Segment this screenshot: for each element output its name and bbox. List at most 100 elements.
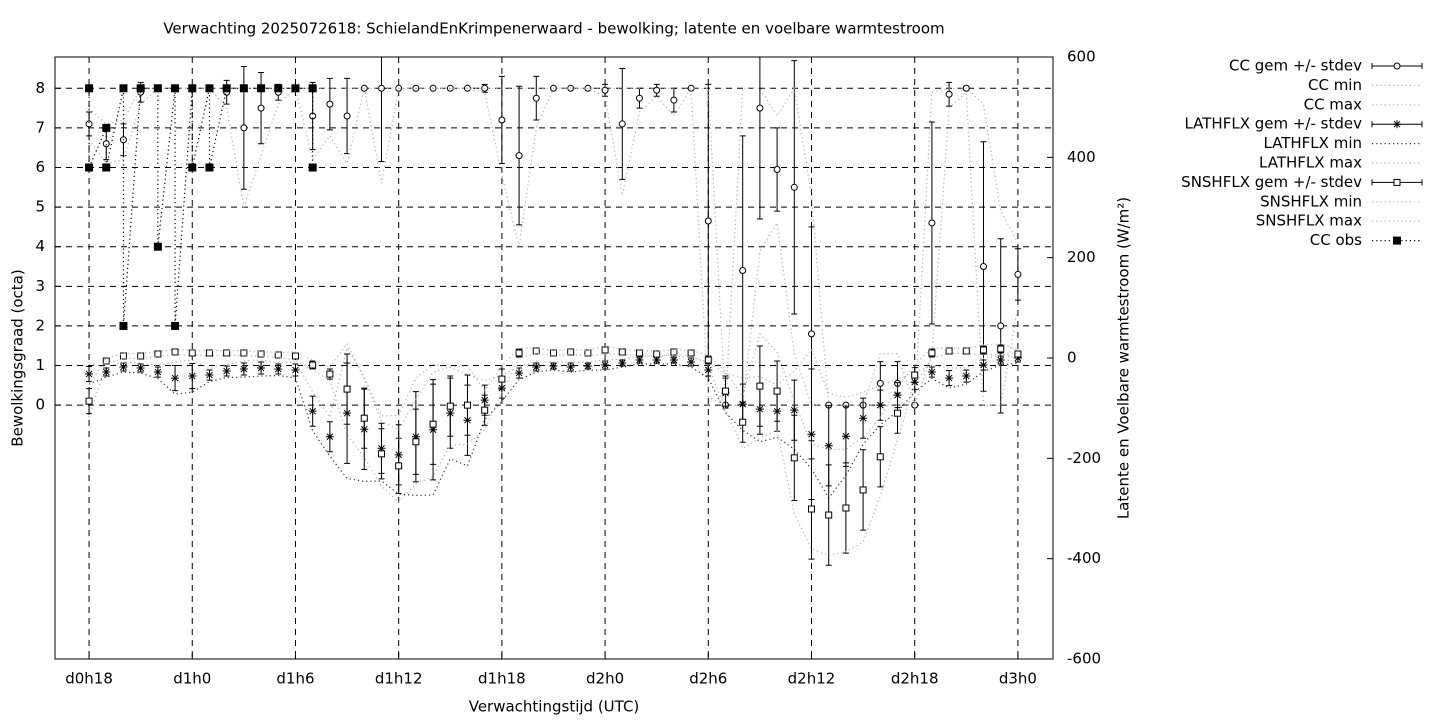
y2-tick-label: 600 [1067, 48, 1096, 66]
circle-marker [85, 120, 93, 128]
filled-square-marker [85, 163, 94, 172]
asterisk-marker [618, 359, 627, 368]
asterisk-marker [945, 374, 954, 383]
square-marker [515, 349, 523, 357]
legend-label: SNSHFLX min [1260, 192, 1362, 210]
square-marker [412, 438, 420, 446]
asterisk-marker [841, 432, 850, 441]
circle-marker [807, 330, 815, 338]
asterisk-marker [153, 368, 162, 377]
asterisk-marker [996, 356, 1005, 365]
legend-marker [1393, 62, 1401, 70]
circle-marker [584, 84, 592, 92]
square-marker [102, 357, 110, 365]
legend-marker [1393, 236, 1401, 245]
y2-tick-label: -200 [1067, 449, 1101, 467]
x-tick-label: d1h0 [173, 670, 211, 688]
filled-square-marker [274, 84, 283, 93]
square-marker [395, 462, 403, 470]
filled-square-marker [291, 84, 300, 93]
square-marker [807, 505, 815, 513]
y-tick-label: 8 [35, 79, 45, 97]
filled-square-marker [119, 84, 128, 93]
filled-square-marker [102, 163, 111, 172]
legend-label: LATHFLX max [1259, 154, 1362, 172]
filled-square-marker [136, 84, 145, 93]
legend-label: LATHFLX gem +/- stdev [1184, 115, 1362, 133]
filled-square-marker [188, 163, 197, 172]
circle-marker [790, 183, 798, 191]
filled-square-marker [153, 84, 162, 93]
circle-marker [928, 219, 936, 227]
square-marker [980, 346, 988, 354]
square-marker [85, 397, 93, 405]
circle-marker [240, 124, 248, 132]
legend-marker [1393, 178, 1401, 186]
square-marker [584, 349, 592, 357]
y-axis-label: Bewolkingsgraad (octa) [9, 269, 27, 446]
y-tick-label: 3 [35, 277, 45, 295]
square-marker [859, 486, 867, 494]
asterisk-marker [549, 362, 558, 371]
circle-marker [257, 104, 265, 112]
filled-square-marker [257, 84, 266, 93]
asterisk-marker [927, 368, 936, 377]
circle-marker [980, 263, 988, 271]
circle-marker [670, 96, 678, 104]
asterisk-marker [119, 363, 128, 372]
circle-marker [756, 104, 764, 112]
asterisk-marker [790, 406, 799, 415]
x-tick-label: d2h12 [788, 670, 836, 688]
square-marker [119, 352, 127, 360]
filled-square-marker [308, 84, 317, 93]
square-marker [360, 414, 368, 422]
asterisk-marker [1013, 354, 1022, 362]
asterisk-marker [687, 358, 696, 367]
filled-square-marker [171, 84, 180, 93]
y-tick-label: 4 [35, 237, 45, 255]
chart-title: Verwachting 2025072618: SchielandEnKrimp… [163, 20, 944, 38]
legend-label: CC min [1308, 76, 1362, 94]
asterisk-marker [962, 372, 971, 381]
asterisk-marker [188, 372, 197, 381]
legend-label: LATHFLX min [1263, 134, 1362, 152]
asterisk-marker [583, 362, 592, 371]
circle-marker [532, 94, 540, 102]
asterisk-marker [601, 361, 610, 370]
legend-label: CC obs [1310, 231, 1362, 249]
square-marker [498, 375, 506, 383]
y2-tick-label: 400 [1067, 148, 1096, 166]
asterisk-marker [824, 441, 833, 450]
square-marker [911, 371, 919, 379]
circle-marker [309, 112, 317, 120]
circle-marker [515, 152, 523, 160]
filled-square-marker [119, 321, 128, 330]
asterisk-marker [566, 363, 575, 372]
square-marker [739, 418, 747, 426]
square-marker [481, 406, 489, 414]
square-marker [721, 387, 729, 395]
asterisk-marker [274, 365, 283, 374]
x-tick-label: d0h18 [65, 670, 113, 688]
y-tick-label: 5 [35, 198, 45, 216]
y-tick-label: 0 [35, 396, 45, 414]
x-tick-label: d1h18 [478, 670, 526, 688]
square-marker [532, 347, 540, 355]
square-marker [463, 401, 471, 409]
filled-square-marker [205, 84, 214, 93]
square-marker [549, 349, 557, 357]
series-line [88, 346, 1018, 419]
x-tick-label: d2h18 [891, 670, 939, 688]
filled-square-marker [171, 321, 180, 330]
asterisk-marker [308, 407, 317, 416]
circle-marker [102, 140, 110, 148]
x-tick-label: d3h0 [999, 670, 1037, 688]
x-tick-label: d2h0 [586, 670, 624, 688]
circle-marker [704, 217, 712, 225]
asterisk-marker [171, 374, 180, 383]
asterisk-marker [635, 356, 644, 365]
square-marker [997, 345, 1005, 353]
asterisk-marker [239, 365, 248, 374]
filled-square-marker [239, 84, 248, 93]
legend-label: SNSHFLX max [1256, 212, 1362, 230]
